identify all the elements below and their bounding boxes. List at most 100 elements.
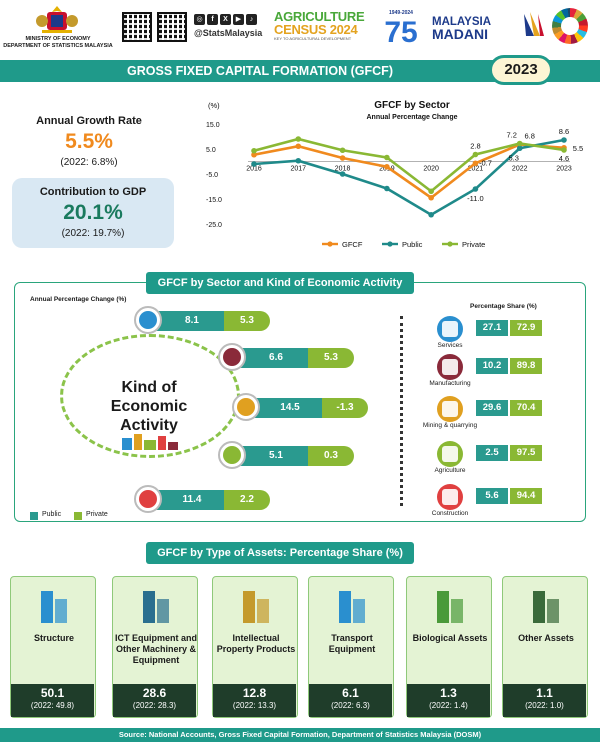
kind-of-economic-activity-label: Kind of Economic Activity: [110, 379, 188, 434]
data-point: [516, 140, 523, 147]
data-point: [428, 194, 434, 201]
tiktok-icon[interactable]: ♪: [246, 14, 257, 25]
data-point: [251, 161, 257, 167]
data-point: [472, 186, 479, 192]
legend-private-swatch: [74, 512, 82, 520]
gfcf-sector-line-chart: GFCF by Sector Annual Percentage Change (%…: [206, 100, 583, 249]
asset-share-value: 6.1: [342, 686, 359, 700]
data-point: [472, 151, 479, 158]
manufacturing-icon: [218, 343, 246, 371]
asset-name: Other Assets: [518, 633, 574, 643]
activity-bar-row: 11.4 2.2: [0, 485, 600, 513]
asset-card: Other Assets 1.1 (2022: 1.0): [502, 576, 588, 718]
data-label: 5.3: [508, 153, 518, 162]
legend-label: GFCF: [342, 240, 363, 249]
public-bar: 8.1: [152, 311, 224, 331]
apc-label: Annual Percentage Change (%): [30, 296, 127, 303]
share-public-value: 5.6: [476, 488, 508, 504]
malaysia-crest-icon: [36, 6, 78, 33]
share-label: Percentage Share (%): [470, 303, 537, 310]
sdg-wheel-icon: [552, 8, 588, 44]
asset-name: ICT Equipment and Other Machinery & Equi…: [115, 633, 197, 665]
services-icon: [134, 306, 162, 334]
growth-rate-label: Annual Growth Rate: [36, 115, 142, 127]
section3-title: GFCF by Type of Assets: Percentage Share…: [146, 542, 414, 564]
madani-emblem-icon: [524, 12, 544, 36]
data-point: [295, 157, 302, 164]
asset-prev-value: (2022: 13.3): [232, 701, 277, 710]
asset-share-value: 12.8: [242, 686, 267, 700]
agriculture-icon: [437, 441, 463, 467]
x-tick-label: 2022: [512, 166, 528, 173]
data-label: 6.8: [524, 132, 534, 141]
x-tick-label: 2018: [335, 166, 351, 173]
share-public-value: 2.5: [476, 445, 508, 461]
ship-plane-icon: [339, 591, 365, 623]
asset-prev-value: (2022: 1.4): [429, 701, 468, 710]
data-label: 8.6: [559, 127, 569, 136]
construction-icon: [134, 485, 162, 513]
public-bar: 11.4: [152, 490, 224, 510]
asset-share-value: 1.1: [536, 686, 553, 700]
activity-bar-row: 6.6 5.3: [0, 343, 600, 371]
asset-card: Structure 50.1 (2022: 49.8): [10, 576, 96, 718]
asset-prev-value: (2022: 28.3): [132, 701, 177, 710]
contribution-box: [12, 178, 174, 248]
manufacturing-icon: [437, 354, 463, 380]
year-badge: 2023: [489, 55, 553, 85]
share-private-value: 97.5: [510, 445, 542, 461]
chart-subtitle: Annual Percentage Change: [366, 114, 457, 121]
asset-card: Transport Equipment 6.1 (2022: 6.3): [308, 576, 394, 718]
asset-prev-value: (2022: 1.0): [525, 701, 564, 710]
social-handle[interactable]: @StatsMalaysia: [194, 28, 263, 38]
malaysia-madani-logo: MALAYSIA MADANI: [432, 16, 491, 42]
share-public-value: 10.2: [476, 358, 508, 374]
activity-illustration-icon: [122, 434, 178, 450]
data-point: [561, 147, 567, 153]
data-point: [384, 185, 390, 192]
asset-value-box: 1.3 (2022: 1.4): [407, 684, 490, 717]
chart-title: GFCF by Sector: [374, 100, 450, 111]
tank-cannon-icon: [533, 591, 559, 623]
activity-bar-row: 14.5 -1.3: [0, 393, 600, 421]
share-private-value: 89.8: [510, 358, 542, 374]
computer-icon: [143, 591, 169, 623]
y-axis-label: (%): [208, 101, 220, 110]
contribution-label: Contribution to GDP: [39, 186, 147, 198]
growth-rate-value: 5.5%: [65, 130, 113, 153]
x-icon[interactable]: X: [220, 14, 231, 25]
title-bar: GROSS FIXED CAPITAL FORMATION (GFCF): [0, 60, 600, 82]
private-bar: 0.3: [308, 446, 354, 466]
page-title: GROSS FIXED CAPITAL FORMATION (GFCF): [127, 64, 393, 78]
data-label: -0.7: [479, 158, 492, 167]
y-tick-label: 15.0: [206, 122, 220, 129]
mining-icon: [232, 393, 260, 421]
qr-code-icon[interactable]: [122, 12, 152, 42]
x-tick-label: 2016: [246, 166, 262, 173]
facebook-icon[interactable]: f: [207, 14, 218, 25]
asset-value-box: 28.6 (2022: 28.3): [113, 684, 196, 717]
data-point: [472, 160, 479, 167]
asset-name: Biological Assets: [412, 633, 488, 643]
youtube-icon[interactable]: ▶: [233, 14, 244, 25]
film-book-icon: [243, 591, 269, 623]
data-point: [295, 143, 302, 150]
asset-prev-value: (2022: 49.8): [30, 701, 75, 710]
asset-share-value: 28.6: [142, 686, 167, 700]
series-line-private: [253, 137, 565, 193]
section2-title: GFCF by Sector and Kind of Economic Acti…: [146, 272, 414, 294]
agriculture-census-logo: AGRICULTURE CENSUS 2024 KEY TO AGRICULTU…: [274, 9, 365, 41]
private-bar: 5.3: [308, 348, 354, 368]
legend-marker: [387, 241, 393, 247]
instagram-icon[interactable]: ◎: [194, 14, 205, 25]
qr-code-icon[interactable]: [157, 12, 187, 42]
asset-name: Structure: [33, 633, 74, 643]
agriculture-icon: [218, 441, 246, 469]
data-label: -11.0: [467, 194, 484, 203]
share-sector-name: Manufacturing: [429, 380, 471, 387]
social-icons: ◎ f X ▶ ♪: [194, 14, 257, 25]
data-point: [339, 171, 346, 177]
asset-value-box: 50.1 (2022: 49.8): [11, 684, 94, 717]
share-private-value: 94.4: [510, 488, 542, 504]
asset-value-box: 6.1 (2022: 6.3): [309, 684, 392, 717]
